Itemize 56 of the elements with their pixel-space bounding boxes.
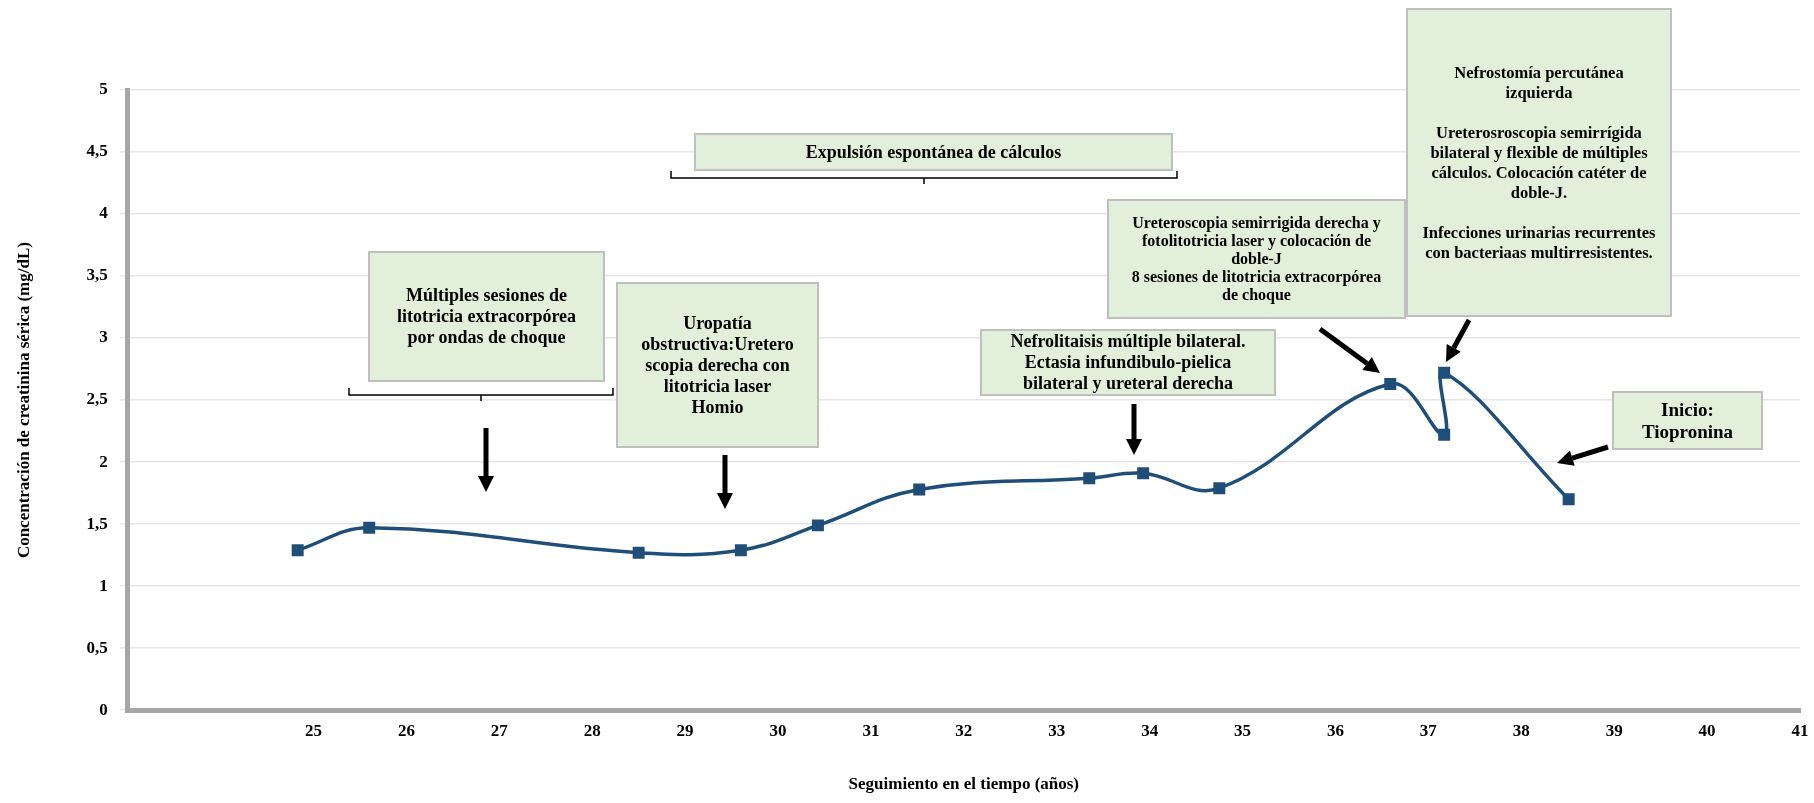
y-tick-label: 2,5: [86, 389, 108, 409]
x-tick-label: 27: [490, 720, 509, 740]
y-tick-label: 1,5: [86, 513, 108, 533]
point: [1213, 482, 1226, 495]
callout: Nefrostomía percutánea izquierda Ureterosroscopia semirrígida bilateral y flexible de múltiples cálculos. Colocación catéter de doble-J. Infecciones urinarias recurrentes con bacteriaas multirresistentes.: [1406, 8, 1672, 317]
callout: Ureteroscopia semirrigida derecha y fotolitotricia laser y colocación de doble-J 8 sesiones de litotricia extracorpórea de choque: [1107, 199, 1406, 319]
y-tick-label: 4: [99, 203, 109, 223]
x-tick-label: 26: [397, 720, 415, 740]
x-tick-label: 38: [1512, 720, 1530, 740]
point: [1438, 366, 1451, 379]
point: [1384, 377, 1397, 390]
x-tick-label: 25: [304, 720, 322, 740]
y-tick-label: 5: [99, 79, 108, 99]
y-axis-title: Concentración de creatinina sérica (mg/dL): [13, 242, 33, 559]
y-tick-label: 0: [99, 699, 108, 719]
x-tick-label: 33: [1048, 720, 1066, 740]
point: [913, 483, 926, 496]
point: [1137, 467, 1150, 480]
x-tick-label: 29: [676, 720, 694, 740]
annotation: Expulsión espontánea de cálculos: [805, 141, 1062, 163]
x-tick-label: 37: [1419, 720, 1438, 740]
callout: Nefrolitaisis múltiple bilateral. Ectasia infundibulo-pielica bilateral y ureteral derecha: [980, 329, 1276, 396]
annotation: Inicio: Tiopronina: [1640, 398, 1735, 443]
x-tick-label: 35: [1234, 720, 1252, 740]
x-tick-label: 39: [1605, 720, 1623, 740]
callout: Uropatía obstructiva:Uretero scopia derecha con litotricia laser Homio: [616, 282, 819, 448]
x-tick-label: 36: [1326, 720, 1344, 740]
y-tick-label: 0,5: [86, 637, 108, 657]
callout: Expulsión espontánea de cálculos: [694, 133, 1173, 171]
annotation: Múltiples sesiones de litotricia extracorpórea por ondas de choque: [395, 285, 578, 348]
annotation: Nefrolitaisis múltiple bilateral. Ectasia infundibulo-pielica bilateral y ureteral derecha: [1009, 331, 1247, 394]
point: [291, 544, 304, 557]
y-tick-label: 4,5: [86, 141, 108, 161]
x-tick-label: 40: [1698, 720, 1716, 740]
annotation: Ureteroscopia semirrigida derecha y fotolitotricia laser y colocación de doble-J 8 sesiones de litotricia extracorpórea de choque: [1130, 214, 1383, 304]
x-tick-label: 32: [955, 720, 973, 740]
y-tick-label: 3: [99, 327, 108, 347]
point: [1562, 493, 1575, 506]
annotation: Uropatía obstructiva:Uretero scopia derecha con litotricia laser Homio: [641, 312, 794, 418]
point: [1083, 472, 1096, 485]
y-tick-label: 3,5: [86, 265, 108, 285]
callout: Múltiples sesiones de litotricia extracorpórea por ondas de choque: [368, 251, 605, 382]
x-tick-label: 30: [769, 720, 787, 740]
y-tick-label: 2: [99, 451, 108, 471]
x-tick-label: 31: [862, 720, 880, 740]
y-tick-label: 1: [99, 575, 108, 595]
callout: Inicio: Tiopronina: [1612, 391, 1763, 450]
point: [734, 544, 747, 557]
x-tick-label: 41: [1791, 720, 1809, 740]
point: [363, 521, 376, 534]
x-tick-label: 34: [1141, 720, 1159, 740]
point: [632, 546, 645, 559]
x-tick-label: 28: [583, 720, 601, 740]
point: [1438, 428, 1451, 441]
x-axis-title: Seguimiento en el tiempo (años): [848, 774, 1080, 794]
point: [811, 519, 824, 532]
